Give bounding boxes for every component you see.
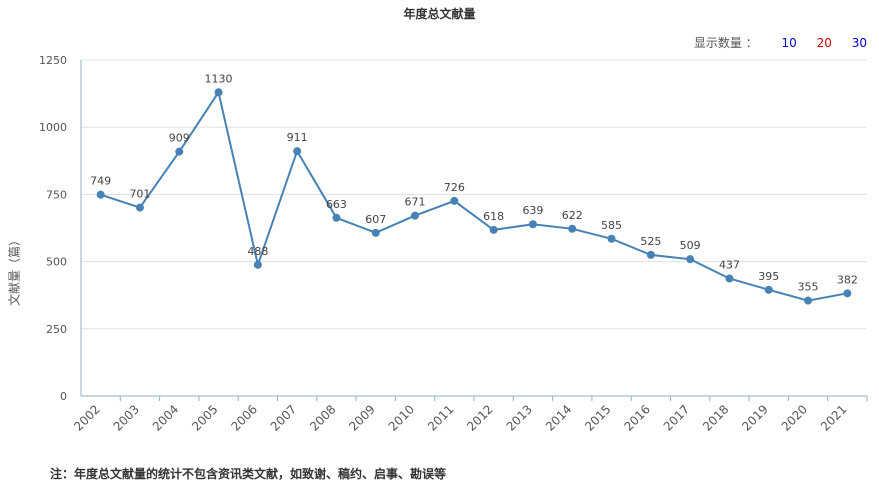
data-label: 437: [719, 259, 740, 272]
x-tick-label: 2014: [543, 402, 574, 433]
data-point: [843, 289, 852, 298]
data-label: 909: [169, 132, 190, 145]
x-tick-label: 2017: [661, 402, 692, 433]
data-point: [489, 225, 498, 234]
data-label: 663: [326, 198, 347, 211]
data-point: [332, 213, 341, 222]
data-point: [371, 228, 380, 237]
data-point: [607, 234, 616, 243]
x-tick-label: 2021: [818, 402, 849, 433]
y-tick-label: 500: [46, 256, 67, 269]
x-tick-label: 2005: [189, 402, 220, 433]
data-label: 726: [444, 181, 465, 194]
data-point: [175, 147, 184, 156]
data-point: [135, 203, 144, 212]
x-tick-label: 2002: [71, 402, 102, 433]
display-count-selector: 显示数量 ： 10 20 30: [694, 34, 867, 51]
data-label: 911: [287, 131, 308, 144]
series-line: [100, 89, 848, 302]
x-tick-label: 2015: [582, 402, 613, 433]
display-count-label: 显示数量 ：: [693, 36, 758, 50]
x-tick-label: 2018: [700, 402, 731, 433]
x-tick-label: 2019: [739, 402, 770, 433]
data-label: 607: [365, 213, 386, 226]
y-tick-label: 1000: [39, 121, 67, 134]
data-point: [253, 260, 262, 269]
data-label: 382: [837, 273, 858, 286]
count-option-20[interactable]: 20: [816, 36, 832, 50]
data-point: [411, 211, 420, 220]
data-label: 618: [483, 210, 504, 223]
x-tick-label: 2003: [111, 402, 142, 433]
data-point: [568, 224, 577, 233]
x-tick-label: 2011: [425, 402, 456, 433]
data-label: 671: [405, 196, 426, 209]
data-label: 701: [129, 188, 150, 201]
data-label: 749: [90, 175, 111, 188]
data-point: [804, 296, 813, 305]
footnote: 注：年度总文献量的统计不包含资讯类文献，如致谢、稿约、启事、勘误等: [50, 467, 447, 481]
data-point: [686, 255, 695, 264]
x-tick-label: 2010: [386, 402, 417, 433]
data-point: [646, 250, 655, 259]
x-tick-label: 2008: [307, 402, 338, 433]
x-tick-label: 2012: [464, 402, 495, 433]
x-tick-label: 2007: [268, 402, 299, 433]
data-label: 622: [562, 209, 583, 222]
data-point: [528, 220, 537, 229]
data-point: [96, 190, 105, 199]
y-tick-label: 0: [60, 390, 67, 403]
data-point: [214, 88, 223, 97]
data-point: [450, 196, 459, 205]
data-label: 639: [522, 204, 543, 217]
data-label: 1130: [205, 72, 233, 85]
data-label: 488: [247, 245, 268, 258]
data-label: 355: [798, 281, 819, 294]
chart-title: 年度总文献量: [403, 7, 476, 21]
data-point: [725, 274, 734, 283]
x-tick-label: 2013: [504, 402, 535, 433]
data-label: 509: [680, 239, 701, 252]
data-label: 525: [640, 235, 661, 248]
data-point: [764, 285, 773, 294]
y-tick-label: 1250: [39, 54, 67, 67]
data-label: 395: [758, 270, 779, 283]
data-label: 585: [601, 219, 622, 232]
x-tick-label: 2009: [346, 402, 377, 433]
count-option-30[interactable]: 30: [851, 36, 867, 50]
data-point: [293, 147, 302, 156]
x-tick-label: 2020: [779, 402, 810, 433]
y-tick-label: 250: [46, 323, 67, 336]
x-tick-label: 2006: [228, 402, 259, 433]
x-tick-label: 2004: [150, 402, 181, 433]
x-tick-label: 2016: [621, 402, 652, 433]
count-option-10[interactable]: 10: [781, 36, 797, 50]
y-tick-label: 750: [46, 188, 67, 201]
